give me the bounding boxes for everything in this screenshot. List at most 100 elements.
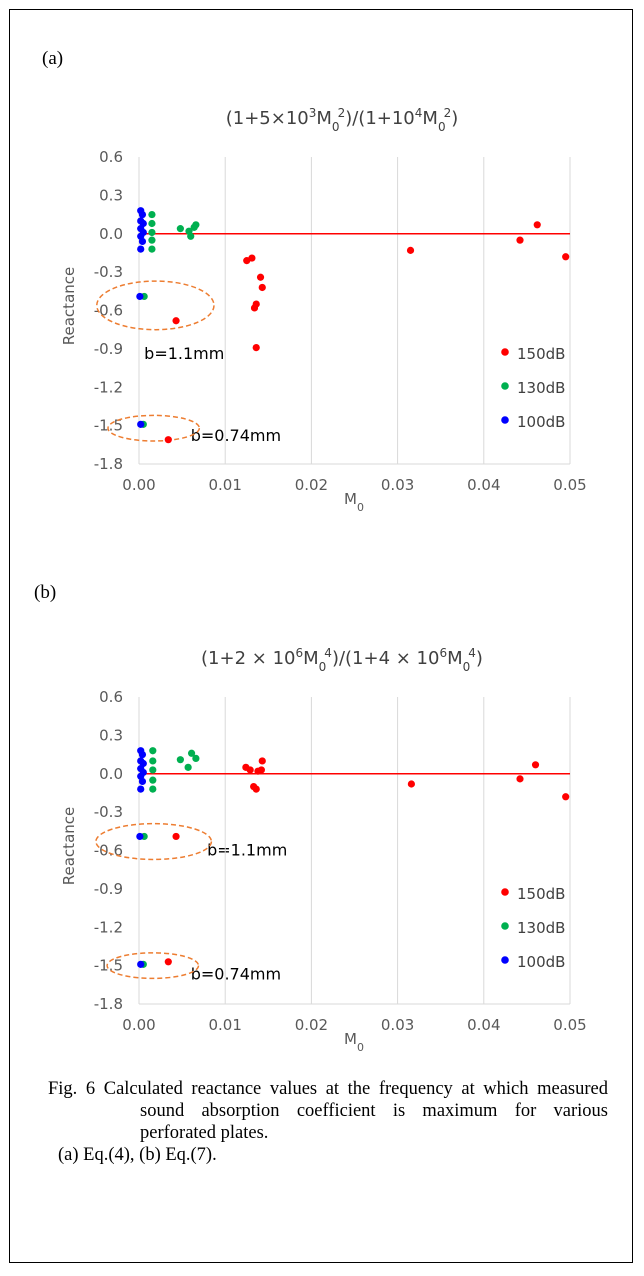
chart-b-x-tick-label: 0.00 <box>122 1016 155 1034</box>
chart-a-legend-marker-130db <box>501 382 509 390</box>
chart-a-point-100db <box>137 420 145 428</box>
chart-a-y-tick-label: 0.3 <box>99 186 123 204</box>
chart-b-point-130db <box>149 747 157 755</box>
chart-b-annotation-b0-74mm: b=0.74mm <box>191 965 281 984</box>
chart-b-ylabel: Reactance <box>60 807 78 885</box>
chart-a-point-100db <box>137 245 145 253</box>
chart-a-point-130db <box>148 236 156 244</box>
chart-b-x-tick-label: 0.02 <box>295 1016 328 1034</box>
chart-b-legend-marker-150db <box>501 888 509 896</box>
chart-a-legend-label-100db: 100dB <box>517 413 565 431</box>
chart-a-x-tick-label: 0.04 <box>467 476 500 494</box>
figure-caption: Fig. 6 Calculated reactance values at th… <box>48 1078 608 1166</box>
chart-a-point-150db <box>516 236 524 244</box>
chart-b-point-130db <box>176 756 184 764</box>
chart-b-point-150db <box>257 766 266 774</box>
chart-a-point-150db <box>252 343 260 352</box>
chart-b-y-tick-label: -0.3 <box>94 803 123 821</box>
chart-b-plot: 0.00 0.01 0.02 0.03 0.04 0.05 0.6 0.3 0.0 -0.3 -0.… <box>94 688 587 1034</box>
chart-b-point-130db <box>149 776 157 784</box>
chart-a-y-tick-label: -1.2 <box>94 378 123 396</box>
chart-b-legend-label-100db: 100dB <box>517 953 565 971</box>
panel-label-a: (a) <box>42 48 64 69</box>
chart-a-x-tick-label: 0.01 <box>208 476 241 494</box>
caption-main: Fig. 6 Calculated reactance values at th… <box>48 1079 608 1143</box>
chart-b-y-tick-label: -1.5 <box>94 957 123 975</box>
chart-b-y-tick-label: -0.6 <box>94 842 123 860</box>
chart-a-y-tick-label: -1.8 <box>94 455 123 473</box>
chart-b-point-130db <box>184 763 192 771</box>
chart-b-point-150db <box>407 780 415 788</box>
chart-a-point-150db <box>164 436 172 444</box>
chart-b-point-100db <box>136 832 144 841</box>
chart-a-point-150db <box>533 221 541 229</box>
chart-a-y-tick-label: 0.0 <box>99 225 123 243</box>
chart-b-point-130db <box>149 785 157 793</box>
chart-a-annotation-b0-74mm: b=0.74mm <box>191 426 281 445</box>
chart-a-xlabel: M0 <box>344 490 364 514</box>
caption-sub: (a) Eq.(4), (b) Eq.(7). <box>58 1145 217 1165</box>
chart-b-point-100db <box>137 785 145 793</box>
chart-a-point-150db <box>562 253 570 261</box>
chart-b-highlight-ellipse <box>106 952 200 980</box>
chart-b-x-tick-label: 0.03 <box>381 1016 414 1034</box>
chart-a-point-130db <box>148 245 156 253</box>
chart-b-point-150db <box>164 958 172 966</box>
chart-a-point-150db <box>258 283 266 292</box>
chart-b-highlight-ellipse <box>95 822 213 861</box>
chart-a-y-tick-label: -1.5 <box>94 417 123 435</box>
chart-a-legend-marker-100db <box>501 416 509 424</box>
chart-a-ylabel: Reactance <box>60 267 78 345</box>
chart-a-point-130db <box>187 232 195 240</box>
chart-b-point-150db <box>172 832 180 841</box>
chart-a-title: (1+5×103M02)/(1+104M02) <box>226 106 459 134</box>
chart-b-point-150db <box>246 766 254 774</box>
chart-a-highlight-ellipse <box>107 414 201 442</box>
chart-a-point-150db <box>172 317 180 325</box>
chart-a-point-150db <box>406 246 415 254</box>
chart-b-point-150db <box>252 785 260 793</box>
chart-a-legend-marker-150db <box>501 348 509 356</box>
chart-a-annotation-b1-1mm: b=1.1mm <box>144 344 224 363</box>
chart-a-point-100db <box>138 210 147 219</box>
chart-b-point-150db <box>531 761 540 769</box>
chart-a-point-130db <box>148 219 156 228</box>
chart-a-point-130db <box>176 225 184 233</box>
chart-b-legend-marker-100db <box>501 956 509 964</box>
chart-a-point-150db <box>256 273 265 281</box>
chart-b-y-tick-label: 0.0 <box>99 765 123 783</box>
chart-b-legend-label-130db: 130dB <box>517 919 565 937</box>
chart-b-y-tick-label: 0.6 <box>99 688 123 706</box>
chart-a-point-100db <box>136 292 144 301</box>
panel-label-b: (b) <box>34 582 57 603</box>
chart-a-x-tick-label: 0.05 <box>553 476 586 494</box>
chart-a-y-tick-label: 0.6 <box>99 148 123 166</box>
chart-b-point-130db <box>149 757 157 765</box>
chart-b-point-100db <box>138 777 147 786</box>
chart-b-x-tick-label: 0.01 <box>208 1016 241 1034</box>
chart-b-point-150db <box>562 793 570 801</box>
chart-b-point-150db <box>516 775 524 783</box>
chart-b-y-tick-label: -1.8 <box>94 995 123 1013</box>
chart-a-x-tick-label: 0.03 <box>381 476 414 494</box>
chart-b-point-130db <box>149 766 157 774</box>
chart-a-point-100db <box>138 237 147 246</box>
chart-a-legend-label-130db: 130dB <box>517 379 565 397</box>
chart-b-y-tick-label: -0.9 <box>94 880 123 898</box>
figure-frame <box>9 9 633 1263</box>
chart-a-plot: 0.00 0.01 0.02 0.03 0.04 0.05 0.6 0.3 0.0 -0.3 -0.… <box>94 148 587 494</box>
chart-a-point-130db <box>148 210 156 219</box>
chart-a-highlight-ellipse <box>96 280 215 331</box>
chart-b-legend-marker-130db <box>501 922 509 930</box>
chart-a-point-130db <box>148 228 156 237</box>
chart-a-point-150db <box>250 304 259 312</box>
chart-b-point-100db <box>137 960 145 968</box>
chart-b-legend-label-150db: 150dB <box>517 885 565 903</box>
chart-a-x-tick-label: 0.02 <box>295 476 328 494</box>
chart-b-xlabel: M0 <box>344 1030 364 1054</box>
chart-b-y-tick-label: 0.3 <box>99 726 123 744</box>
chart-b-annotation-b1-1mm: b=1.1mm <box>207 841 287 860</box>
chart-b-point-150db <box>258 757 266 765</box>
chart-b-y-tick-label: -1.2 <box>94 918 123 936</box>
